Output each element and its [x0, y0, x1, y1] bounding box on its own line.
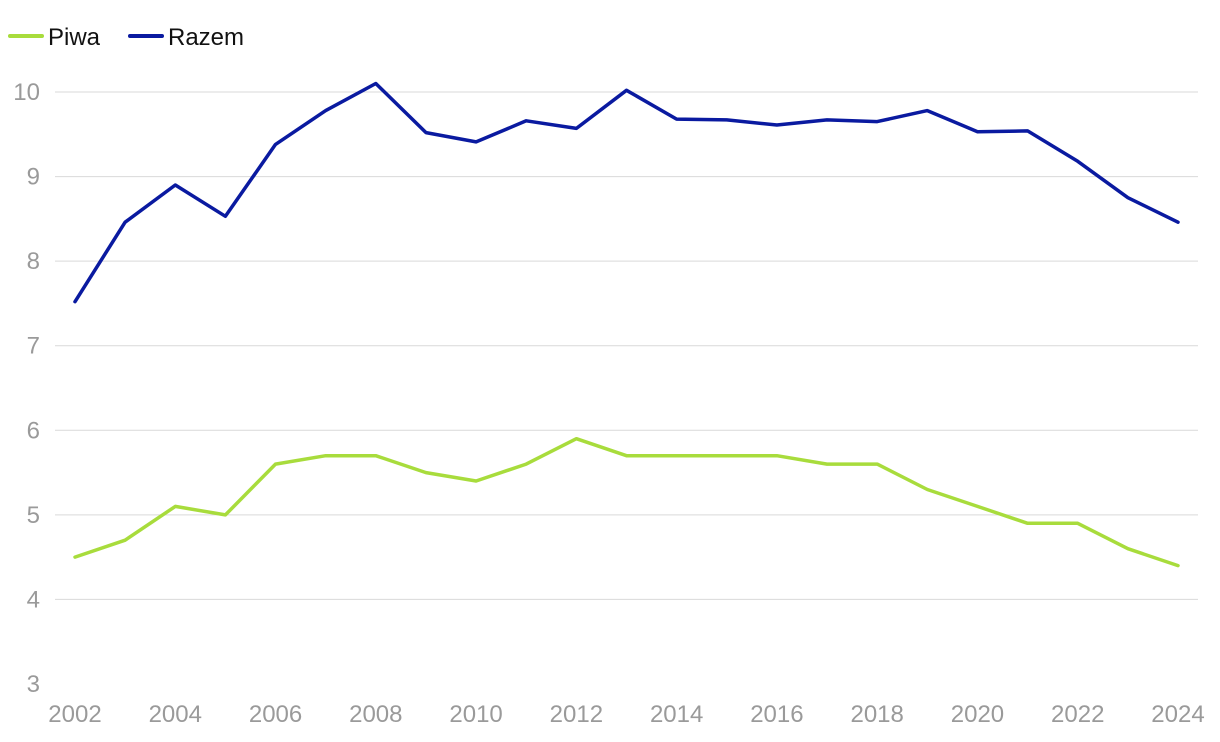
y-tick-label: 5: [27, 502, 40, 529]
x-tick-label: 2008: [349, 701, 402, 728]
y-axis: 3 4 5 6 7 8 9 10: [13, 79, 40, 698]
x-tick-label: 2020: [951, 701, 1004, 728]
legend-label: Piwa: [48, 24, 101, 51]
series-line-piwa: [73, 436, 1180, 568]
y-tick-label: 3: [27, 671, 40, 698]
x-tick-label: 2022: [1051, 701, 1104, 728]
y-tick-label: 8: [27, 248, 40, 275]
legend-item-piwa: Piwa: [8, 24, 101, 51]
x-tick-label: 2014: [650, 701, 703, 728]
x-tick-label: 2024: [1151, 701, 1204, 728]
x-axis: 2002 2004 2006 2008 2010 2012 2014 2016 2018 2020…: [48, 701, 1204, 728]
x-tick-label: 2010: [449, 701, 502, 728]
x-tick-label: 2006: [249, 701, 302, 728]
y-tick-label: 6: [27, 417, 40, 444]
legend-item-razem: Razem: [128, 24, 244, 51]
x-tick-label: 2012: [550, 701, 603, 728]
y-tick-label: 4: [27, 586, 40, 613]
x-tick-label: 2004: [149, 701, 202, 728]
legend: Piwa Razem: [8, 24, 244, 51]
x-tick-label: 2002: [48, 701, 101, 728]
series-lines: [73, 81, 1180, 568]
y-tick-label: 7: [27, 333, 40, 360]
y-tick-label: 9: [27, 164, 40, 191]
y-tick-label: 10: [13, 79, 40, 106]
legend-label: Razem: [168, 24, 244, 51]
x-tick-label: 2016: [750, 701, 803, 728]
x-tick-label: 2018: [850, 701, 903, 728]
series-line-razem: [73, 81, 1180, 304]
